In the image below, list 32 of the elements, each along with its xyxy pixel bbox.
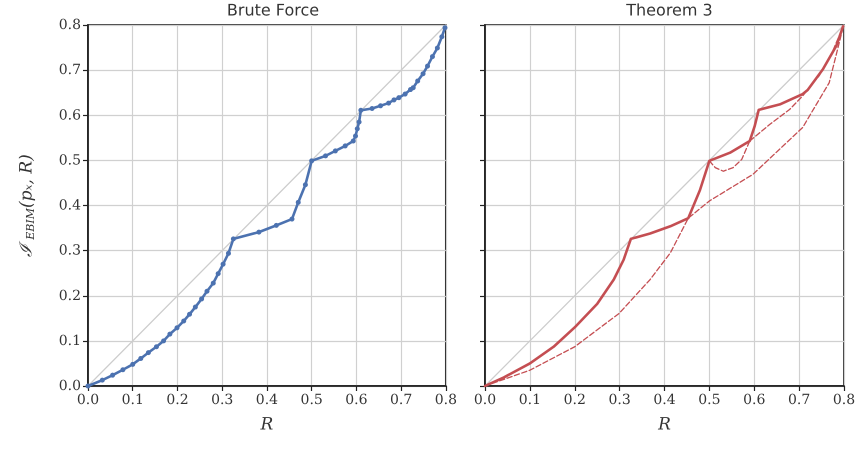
y-tick-label: 0.6 [58,107,82,124]
x-tick-label: 0.5 [698,392,721,408]
y-tick-label: 0.0 [58,378,81,394]
x-tick-label: 0.7 [788,392,810,408]
y-tick-label: 0.7 [58,62,81,78]
x-tick-label: 0.6 [743,392,766,408]
x-tick-label: 0.1 [122,392,144,408]
y-tick-label: 0.4 [58,198,82,214]
x-tick-label: 0.3 [211,392,234,408]
x-tick-label: 0.2 [564,392,586,408]
x-tick-label: 0.8 [832,392,856,408]
x-tick-label: 0.1 [518,392,542,408]
x-tick-label: 0.2 [166,392,189,408]
y-tick-label: 0.1 [58,332,81,349]
y-tick-label: 0.8 [58,17,81,33]
chart-title: Theorem 3 [625,0,713,20]
x-tick-label: 0.8 [434,392,457,408]
x-tick-label: 0.0 [76,392,100,408]
chart-title: Brute Force [226,0,320,20]
x-tick-label: 0.4 [256,392,278,408]
y-tick-label: 0.5 [58,152,81,168]
x-tick-label: 0.6 [345,392,368,408]
x-tick-label: 0.5 [300,392,323,408]
y-tick-label: 0.2 [58,288,81,304]
x-tick-label: 0.4 [653,392,676,408]
y-tick-label: 0.3 [58,242,81,259]
x-tick-label: 0.0 [474,392,496,408]
y-axis-title: ℐEBIM(pₓ, R) [16,154,37,257]
x-axis-title: R [260,414,274,434]
x-axis-title: R [657,414,672,434]
x-tick-label: 0.7 [390,392,412,408]
x-tick-label: 0.3 [608,392,631,408]
